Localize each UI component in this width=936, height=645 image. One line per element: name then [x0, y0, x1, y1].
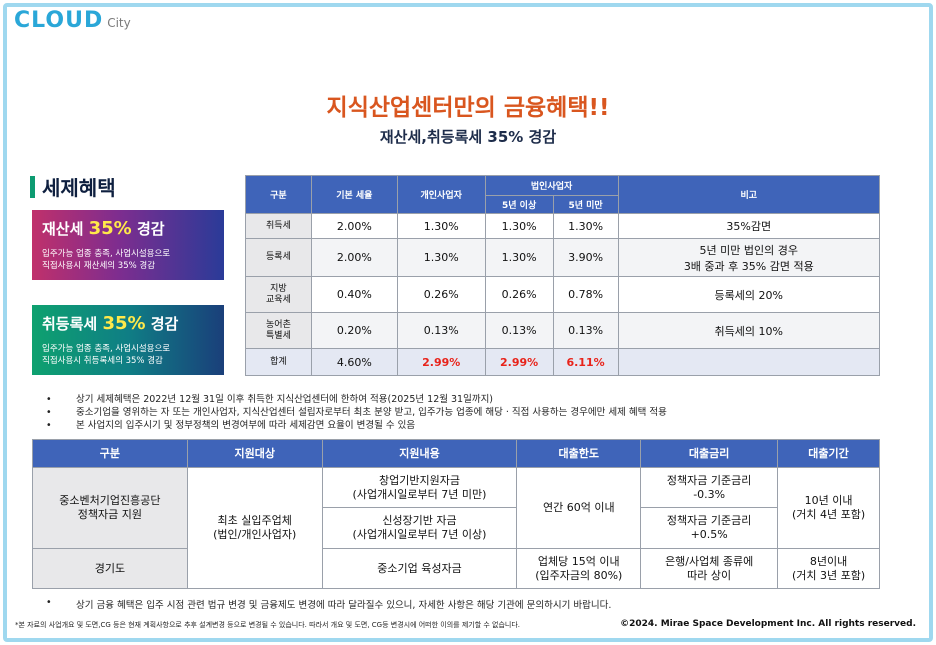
header-period: 대출기간 — [777, 439, 880, 468]
header-note: 비고 — [617, 175, 881, 214]
logo-brand-text: CLOUD — [14, 8, 104, 33]
card-description: 입주가능 업종 충족, 사업시설용으로 직접사용시 재산세의 35% 경감 — [42, 249, 171, 271]
page-title: 지식산업센터만의 금융혜택!! — [326, 95, 610, 121]
table-row: 농어촌 특별세 0.20% 0.13% 0.13% 0.13% 취득세의 10% — [245, 312, 881, 349]
list-item: 상기 금융 혜택은 입주 시점 관련 법규 변경 및 금융제도 변경에 따라 달… — [46, 597, 611, 611]
copyright: ©2024. Mirae Space Development Inc. All … — [620, 619, 916, 629]
section-accent-bar — [30, 175, 35, 198]
header-content: 지원내용 — [321, 439, 518, 468]
header-category: 구분 — [32, 439, 188, 468]
header-corp-5less: 5년 미만 — [552, 195, 619, 214]
table-row: 취득세 2.00% 1.30% 1.30% 1.30% 35%감면 — [245, 213, 881, 239]
header-target: 지원대상 — [186, 439, 323, 468]
header-category: 구분 — [245, 175, 312, 214]
acquisition-tax-card: 취등록세 35% 경감 입주가능 업종 충족, 사업시설용으로 직접사용시 취등록… — [32, 305, 224, 375]
list-item: 본 사업지의 입주시기 및 정부정책의 변경여부에 따라 세제감면 요율이 변경… — [46, 419, 667, 432]
card-heading: 취등록세 35% 경감 — [42, 313, 179, 334]
table-row: 중소벤처기업진흥공단 정책자금 지원 최초 실입주업체 (법인/개인사업자) 창업기… — [32, 467, 880, 589]
header-corporate: 법인사업자 — [484, 175, 619, 196]
brand-logo[interactable]: CLOUD City — [14, 8, 131, 33]
table-total-row: 합계 4.60% 2.99% 2.99% 6.11% — [245, 348, 881, 376]
section-title: 세제혜택 — [42, 176, 116, 200]
header-limit: 대출한도 — [516, 439, 642, 468]
list-item: 중소기업을 영위하는 자 또는 개인사업자, 지식산업센터 설립자로부터 최초 … — [46, 406, 667, 419]
table-row: 신성장기반 자금 (사업개시일로부터 7년 이상) 정책자금 기준금리 +0.5% — [33, 507, 880, 549]
table-row: 경기도 중소기업 육성자금 업체당 15억 이내 (입주자금의 80%) 은행/사… — [32, 548, 880, 589]
tax-benefit-table: 구분 기본 세율 개인사업자 법인사업자 비고 5년 이상 5년 미만 취득세 … — [245, 175, 881, 376]
page-subtitle: 재산세,취등록세 35% 경감 — [379, 128, 557, 146]
list-item: 상기 세제혜택은 2022년 12월 31일 이후 취득한 지식산업센터에 한하… — [46, 393, 667, 406]
property-tax-card: 재산세 35% 경감 입주가능 업종 충족, 사업시설용으로 직접사용시 재산세의… — [32, 210, 224, 280]
card-description: 입주가능 업종 충족, 사업시설용으로 직접사용시 취등록세의 35% 경감 — [42, 344, 171, 366]
table-row: 지방 교육세 0.40% 0.26% 0.26% 0.78% 등록세의 20% — [245, 276, 881, 313]
section-header: 세제혜택 — [30, 172, 116, 201]
header-individual: 개인사업자 — [396, 175, 486, 214]
disclaimer: *본 자료의 사업개요 및 도면,CG 등은 현재 계획사항으로 추후 설계변경… — [15, 621, 521, 629]
page-frame — [3, 3, 933, 642]
finance-note: 상기 금융 혜택은 입주 시점 관련 법규 변경 및 금융제도 변경에 따라 달… — [46, 597, 611, 611]
tax-notes: 상기 세제혜택은 2022년 12월 31일 이후 취득한 지식산업센터에 한하… — [46, 393, 667, 432]
card-heading: 재산세 35% 경감 — [42, 218, 165, 239]
financing-table: 구분 지원대상 지원내용 대출한도 대출금리 대출기간 중소벤처기업진흥공단 정책… — [32, 439, 880, 589]
header-rate: 대출금리 — [640, 439, 779, 468]
header-corp-5plus: 5년 이상 — [484, 195, 554, 214]
header-base-rate: 기본 세율 — [310, 175, 398, 214]
table-row: 등록세 2.00% 1.30% 1.30% 3.90% 5년 미만 법인의 경우… — [245, 238, 881, 277]
logo-sub-text: City — [107, 16, 131, 30]
